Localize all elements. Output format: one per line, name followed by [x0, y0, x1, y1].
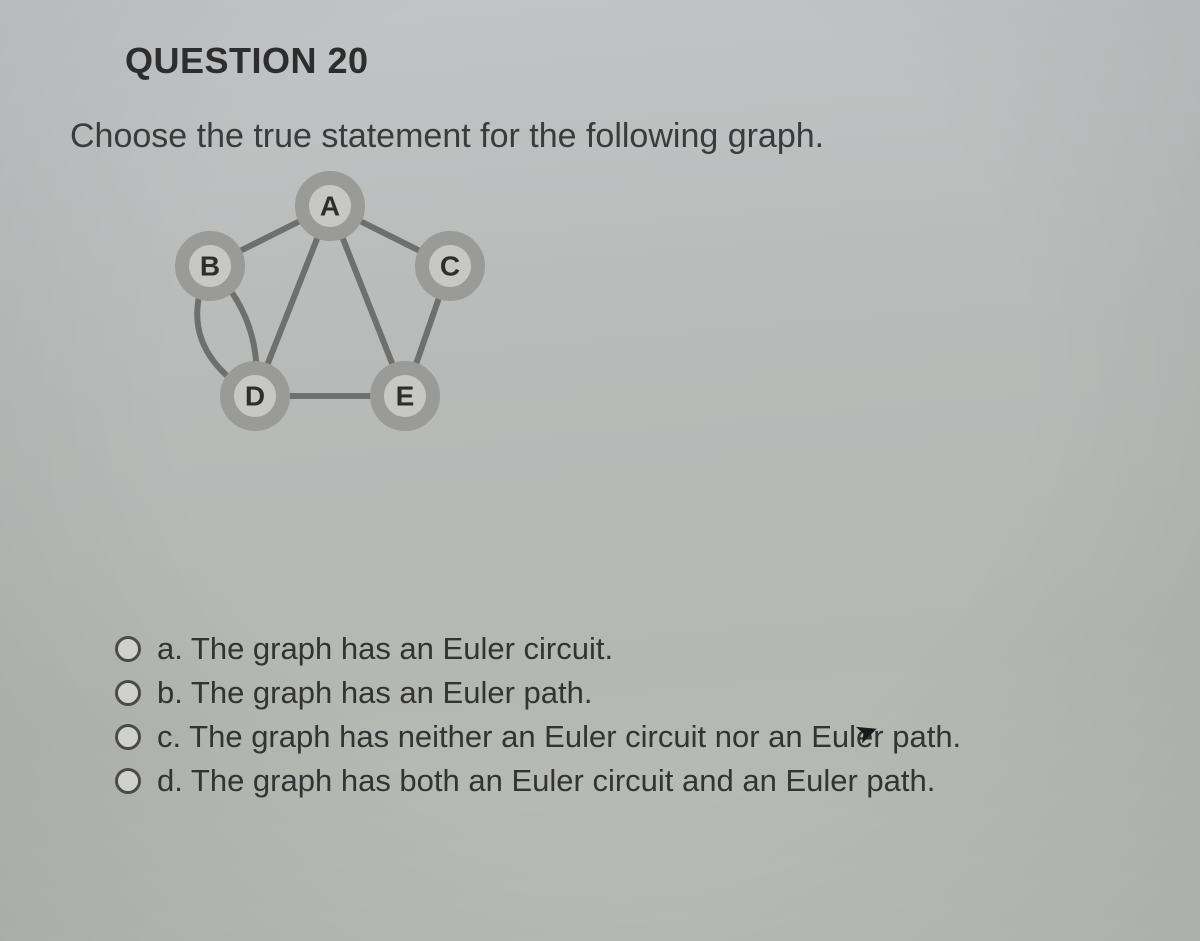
- radio-a[interactable]: [115, 636, 141, 662]
- svg-text:B: B: [200, 251, 220, 282]
- graph-node: E: [377, 368, 433, 424]
- graph-diagram: A B C D E: [155, 171, 515, 431]
- graph-node: C: [422, 238, 478, 294]
- option-a[interactable]: a. The graph has an Euler circuit.: [115, 631, 1110, 667]
- option-text-b: b. The graph has an Euler path.: [157, 675, 592, 711]
- radio-c[interactable]: [115, 724, 141, 750]
- graph-node: D: [227, 368, 283, 424]
- question-prompt: Choose the true statement for the follow…: [70, 117, 1110, 156]
- option-text-a: a. The graph has an Euler circuit.: [157, 631, 613, 667]
- option-text-d: d. The graph has both an Euler circuit a…: [157, 763, 935, 799]
- svg-text:A: A: [320, 191, 340, 222]
- option-b[interactable]: b. The graph has an Euler path.: [115, 675, 1110, 711]
- graph-node: B: [182, 238, 238, 294]
- radio-b[interactable]: [115, 680, 141, 706]
- question-header: QUESTION 20: [125, 40, 1110, 82]
- svg-text:E: E: [396, 381, 415, 412]
- svg-text:D: D: [245, 381, 265, 412]
- option-text-c: c. The graph has neither an Euler circui…: [157, 719, 961, 755]
- radio-d[interactable]: [115, 768, 141, 794]
- options-list: a. The graph has an Euler circuit. b. The…: [115, 631, 1110, 799]
- graph-svg: A B C D E: [155, 171, 515, 431]
- option-c[interactable]: c. The graph has neither an Euler circui…: [115, 719, 1110, 755]
- option-d[interactable]: d. The graph has both an Euler circuit a…: [115, 763, 1110, 799]
- question-sheet: QUESTION 20 Choose the true statement fo…: [65, 0, 1150, 930]
- svg-text:C: C: [440, 251, 460, 282]
- graph-node: A: [302, 178, 358, 234]
